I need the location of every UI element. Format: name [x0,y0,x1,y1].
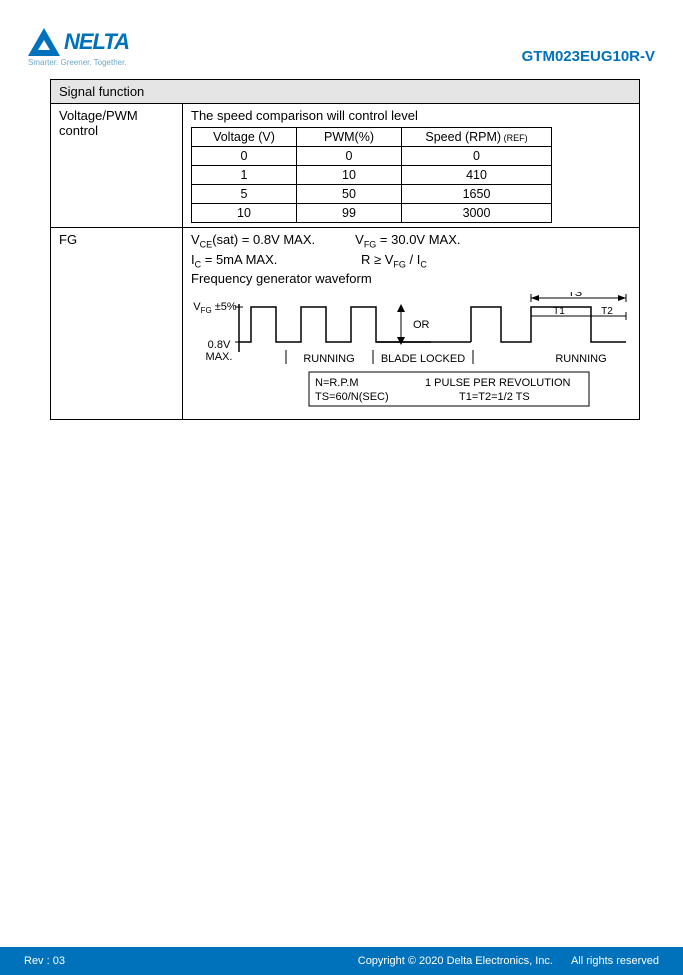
fg-content: VCE(sat) = 0.8V MAX. VFG = 30.0V MAX. IC… [183,228,640,420]
table-row: 000 [192,147,552,166]
svg-text:RUNNING: RUNNING [555,353,606,365]
fg-label: FG [51,228,183,420]
voltage-pwm-desc: The speed comparison will control level [191,108,631,123]
table-row: 10993000 [192,204,552,223]
svg-text:VFG ±5%: VFG ±5% [193,301,237,315]
brand-tagline: Smarter. Greener. Together. [28,58,129,67]
table-row: 110410 [192,166,552,185]
svg-text:N=R.P.M: N=R.P.M [315,377,359,389]
svg-text:RUNNING: RUNNING [303,353,354,365]
col-header-pwm: PWM(%) [297,128,402,147]
waveform-title: Frequency generator waveform [191,271,631,286]
svg-text:0.8V: 0.8V [208,339,231,351]
brand-name: NELTA [64,29,129,55]
section-header: Signal function [51,80,640,104]
svg-text:T1=T2=1/2 TS: T1=T2=1/2 TS [459,391,530,403]
svg-text:BLADE LOCKED: BLADE LOCKED [381,353,465,365]
signal-function-table: Signal function Voltage/PWM control The … [50,79,640,420]
vce-spec: VCE(sat) = 0.8V MAX. [191,232,315,250]
brand-logo-block: NELTA Smarter. Greener. Together. [28,28,129,67]
svg-text:T1: T1 [553,306,565,317]
product-code: GTM023EUG10R-V [522,48,655,65]
footer-copyright: Copyright © 2020 Delta Electronics, Inc. [358,955,553,967]
voltage-pwm-label: Voltage/PWM control [51,104,183,228]
waveform-diagram: VFG ±5% 0.8V MAX. OR [191,292,631,415]
page-footer: Rev : 03 Copyright © 2020 Delta Electron… [0,947,683,975]
svg-text:T2: T2 [601,306,613,317]
footer-rights: All rights reserved [571,955,659,967]
table-row: 5501650 [192,185,552,204]
vfg-spec: VFG = 30.0V MAX. [355,232,460,250]
voltage-pwm-content: The speed comparison will control level … [183,104,640,228]
r-spec: R ≥ VFG / IC [361,252,427,270]
label-text: Voltage/PWM [59,108,138,123]
footer-rev: Rev : 03 [24,955,65,967]
delta-logo-icon [28,28,60,56]
ic-spec: IC = 5mA MAX. [191,252,321,270]
page-header: NELTA Smarter. Greener. Together. GTM023… [0,0,683,67]
svg-text:TS: TS [568,292,582,299]
svg-text:TS=60/N(SEC): TS=60/N(SEC) [315,391,389,403]
col-header-voltage: Voltage (V) [192,128,297,147]
label-text: control [59,123,98,138]
svg-text:MAX.: MAX. [206,351,233,363]
col-header-speed: Speed (RPM) (REF) [402,128,552,147]
svg-text:1 PULSE PER REVOLUTION: 1 PULSE PER REVOLUTION [425,377,571,389]
speed-table: Voltage (V) PWM(%) Speed (RPM) (REF) 000… [191,127,552,223]
svg-text:OR: OR [413,319,430,331]
